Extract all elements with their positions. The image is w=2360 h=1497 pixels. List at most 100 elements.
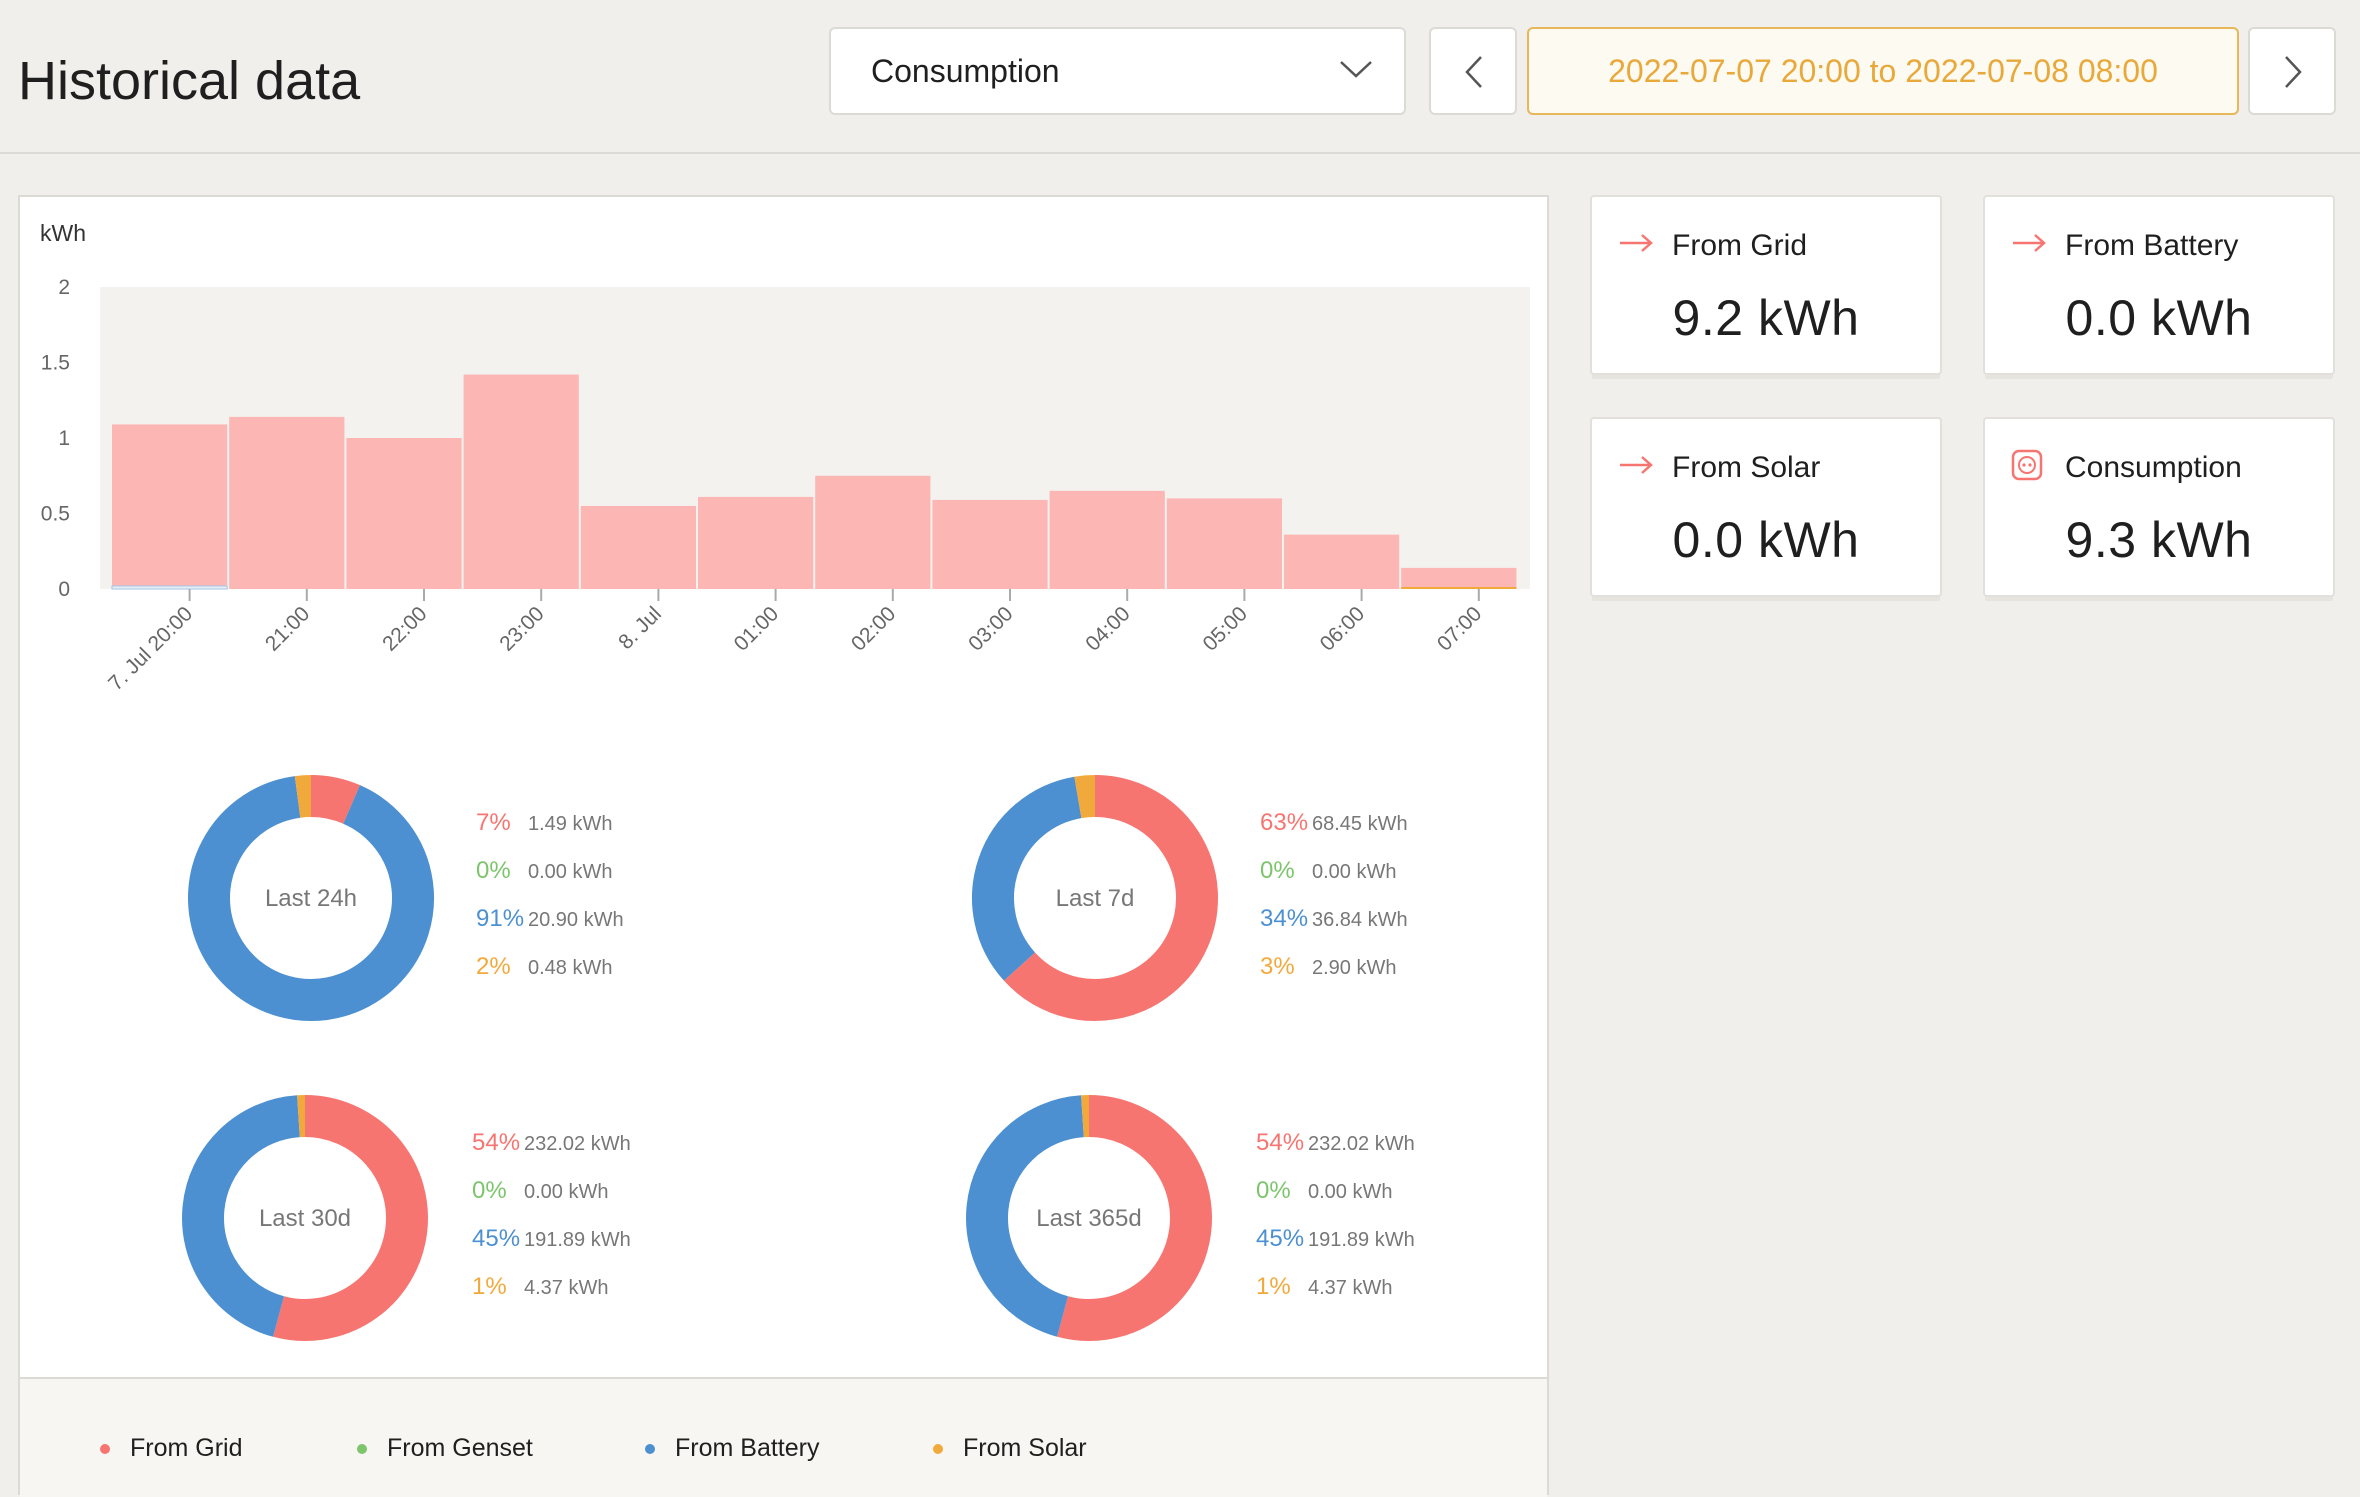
stat-value: 9.3 kWh xyxy=(1985,511,2333,569)
arrow-right-icon xyxy=(1618,453,1654,477)
legend-label: From Genset xyxy=(387,1434,533,1462)
donut-chart: Last 365d xyxy=(959,1088,1219,1348)
donut-percent: 54% xyxy=(1256,1129,1308,1157)
date-range-selector[interactable]: 2022-07-07 20:00 to 2022-07-08 08:00 xyxy=(1527,27,2239,115)
x-tick-label: 01:00 xyxy=(730,602,783,655)
donut-value: 191.89 kWh xyxy=(1308,1229,1415,1251)
donut-chart: Last 7d xyxy=(965,768,1225,1028)
stat-label: From Battery xyxy=(2065,229,2238,263)
next-period-button[interactable] xyxy=(2248,27,2336,115)
donut-percent: 0% xyxy=(1256,1177,1308,1205)
legend-item-genset[interactable]: From Genset xyxy=(387,1434,533,1463)
x-tick-label: 03:00 xyxy=(964,602,1017,655)
x-tick-label: 05:00 xyxy=(1199,602,1252,655)
donut-center-label: Last 7d xyxy=(1056,885,1135,912)
legend-item-battery[interactable]: From Battery xyxy=(675,1434,819,1463)
bar-from-grid[interactable] xyxy=(581,506,696,589)
donut-slice[interactable] xyxy=(311,796,352,804)
x-tick-label: 07:00 xyxy=(1433,602,1486,655)
donut-legend-row: 2%0.48 kWh xyxy=(476,953,612,983)
donut-center-label: Last 30d xyxy=(259,1205,351,1232)
donut-legend-row: 0%0.00 kWh xyxy=(476,857,612,887)
donut-value: 68.45 kWh xyxy=(1312,813,1408,835)
donut-value: 0.48 kWh xyxy=(528,957,612,979)
donut-slice[interactable] xyxy=(993,797,1078,966)
bar-from-solar[interactable] xyxy=(1401,587,1516,589)
donut-legend-row: 63%68.45 kWh xyxy=(1260,809,1408,839)
chevron-down-icon xyxy=(1338,57,1374,81)
donut-legend-row: 54%232.02 kWh xyxy=(472,1129,631,1159)
donut-legend-row: 34%36.84 kWh xyxy=(1260,905,1408,935)
bar-from-grid[interactable] xyxy=(346,438,461,589)
y-tick-label: 1 xyxy=(58,427,70,450)
donut-legend-row: 1%4.37 kWh xyxy=(1256,1273,1392,1303)
donut-chart: Last 24h xyxy=(181,768,441,1028)
chevron-left-icon xyxy=(1461,54,1487,90)
x-tick-label: 02:00 xyxy=(847,602,900,655)
y-axis-unit: kWh xyxy=(40,220,86,246)
chevron-right-icon xyxy=(2280,54,2306,90)
donut-legend-row: 0%0.00 kWh xyxy=(1260,857,1396,887)
y-tick-label: 1.5 xyxy=(41,352,70,375)
bar-from-battery[interactable] xyxy=(112,586,227,589)
donut-legend-row: 1%4.37 kWh xyxy=(472,1273,608,1303)
donut-percent: 2% xyxy=(476,953,528,981)
chart-legend: From Grid From Genset From Battery From … xyxy=(20,1377,1547,1497)
stat-label: Consumption xyxy=(2065,451,2242,485)
x-tick-label: 06:00 xyxy=(1316,602,1369,655)
bar-from-grid[interactable] xyxy=(112,424,227,589)
donut-value: 4.37 kWh xyxy=(1308,1277,1392,1299)
donut-percent: 0% xyxy=(476,857,528,885)
donut-legend-row: 91%20.90 kWh xyxy=(476,905,624,935)
y-tick-label: 2 xyxy=(58,276,70,299)
x-tick-label: 21:00 xyxy=(261,602,314,655)
donut-percent: 3% xyxy=(1260,953,1312,981)
donut-percent: 1% xyxy=(472,1273,524,1301)
donut-percent: 45% xyxy=(1256,1225,1308,1253)
stat-card-from-grid: From Grid 9.2 kWh xyxy=(1590,195,1942,375)
stat-label: From Grid xyxy=(1672,229,1807,263)
bar-from-grid[interactable] xyxy=(815,476,930,589)
donut-legend-row: 3%2.90 kWh xyxy=(1260,953,1396,983)
stat-value: 9.2 kWh xyxy=(1592,289,1940,347)
bar-from-grid[interactable] xyxy=(1050,491,1165,589)
metric-select-value: Consumption xyxy=(871,29,1060,113)
legend-item-grid[interactable]: From Grid xyxy=(130,1434,243,1463)
bar-from-grid[interactable] xyxy=(464,375,579,589)
bar-from-grid[interactable] xyxy=(1284,535,1399,589)
donut-percent: 1% xyxy=(1256,1273,1308,1301)
metric-select-dropdown[interactable]: Consumption xyxy=(829,27,1406,115)
legend-item-solar[interactable]: From Solar xyxy=(963,1434,1087,1463)
donut-value: 0.00 kWh xyxy=(524,1181,608,1203)
donut-chart: Last 30d xyxy=(175,1088,435,1348)
donut-percent: 7% xyxy=(476,809,528,837)
donut-slice[interactable] xyxy=(298,796,311,797)
donut-legend-row: 54%232.02 kWh xyxy=(1256,1129,1415,1159)
arrow-right-icon xyxy=(2011,231,2047,255)
donut-value: 1.49 kWh xyxy=(528,813,612,835)
stat-card-consumption: Consumption 9.3 kWh xyxy=(1983,417,2335,597)
donut-value: 36.84 kWh xyxy=(1312,909,1408,931)
donut-slice[interactable] xyxy=(1078,796,1095,797)
stat-label: From Solar xyxy=(1672,451,1820,485)
donut-percent: 0% xyxy=(472,1177,524,1205)
donut-value: 0.00 kWh xyxy=(528,861,612,883)
bar-from-grid[interactable] xyxy=(1167,498,1282,589)
donut-legend-row: 45%191.89 kWh xyxy=(1256,1225,1415,1255)
bar-from-grid[interactable] xyxy=(932,500,1047,589)
donut-value: 0.00 kWh xyxy=(1312,861,1396,883)
grid-dot-icon xyxy=(100,1444,110,1454)
bar-from-grid[interactable] xyxy=(698,497,813,589)
donut-legend-row: 0%0.00 kWh xyxy=(472,1177,608,1207)
solar-dot-icon xyxy=(933,1444,943,1454)
x-tick-label: 8. Jul xyxy=(614,602,666,654)
x-tick-label: 7. Jul 20:00 xyxy=(104,602,197,695)
donut-value: 232.02 kWh xyxy=(524,1133,631,1155)
previous-period-button[interactable] xyxy=(1429,27,1517,115)
bar-from-grid[interactable] xyxy=(229,417,344,589)
donut-value: 4.37 kWh xyxy=(524,1277,608,1299)
donut-legend-row: 0%0.00 kWh xyxy=(1256,1177,1392,1207)
donut-percent: 91% xyxy=(476,905,528,933)
bar-from-grid[interactable] xyxy=(1401,568,1516,589)
